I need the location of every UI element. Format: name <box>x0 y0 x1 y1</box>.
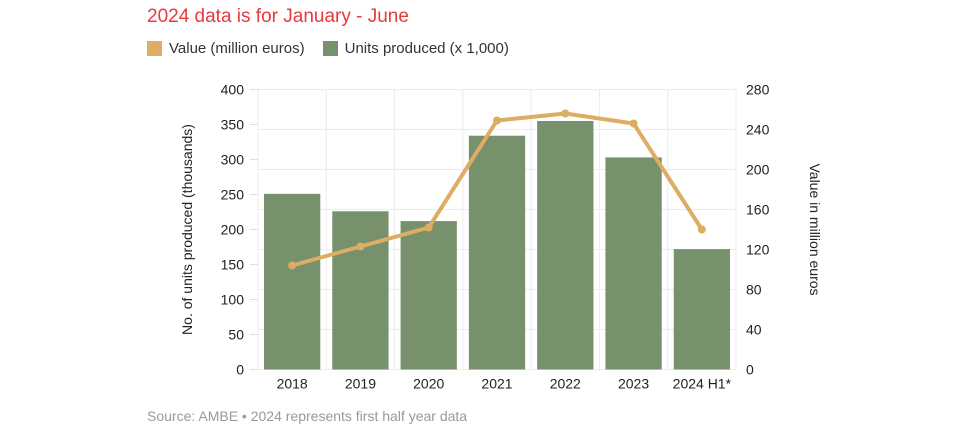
legend-swatch-units <box>322 41 338 56</box>
bar-2022 <box>537 121 594 370</box>
legend-label-units: Units produced (x 1,000) <box>344 40 509 57</box>
y2-tick-label: 200 <box>746 162 770 178</box>
y-axis-label: No. of units produced (thousands) <box>179 124 195 335</box>
y-tick-label: 100 <box>221 292 245 308</box>
bar-2023 <box>605 157 662 370</box>
legend: Value (million euros) Units produced (x … <box>147 40 509 57</box>
y2-tick-label: 0 <box>746 362 754 378</box>
value-point-2024 H1* <box>697 225 706 234</box>
y-tick-label: 400 <box>221 82 245 98</box>
x-tick-label: 2023 <box>618 376 649 392</box>
value-point-2020 <box>424 223 433 232</box>
bar-2021 <box>468 135 526 370</box>
y2-tick-label: 160 <box>746 202 770 218</box>
y2-tick-label: 240 <box>746 122 770 138</box>
value-point-2021 <box>493 116 501 125</box>
bar-2018 <box>264 193 321 370</box>
legend-item-value: Value (million euros) <box>147 40 305 57</box>
value-point-2018 <box>288 261 297 270</box>
value-point-2019 <box>356 242 365 251</box>
y2-tick-label: 40 <box>746 322 762 338</box>
x-tick-label: 2022 <box>550 376 581 392</box>
x-tick-label: 2019 <box>345 376 376 392</box>
legend-item-units: Units produced (x 1,000) <box>322 40 509 57</box>
y2-tick-label: 80 <box>746 282 762 298</box>
legend-label-value: Value (million euros) <box>169 40 305 57</box>
x-tick-label: 2020 <box>413 376 444 392</box>
x-tick-label: 2024 H1* <box>673 376 732 392</box>
x-tick-label: 2018 <box>277 376 308 392</box>
bar-2019 <box>332 211 389 370</box>
bar-2020 <box>400 221 457 370</box>
y-tick-label: 150 <box>221 257 245 273</box>
bar-2024 H1* <box>673 249 730 370</box>
y-tick-label: 300 <box>221 152 245 168</box>
legend-swatch-value <box>147 41 162 56</box>
value-point-2022 <box>561 109 570 118</box>
y2-tick-label: 280 <box>746 82 770 98</box>
x-tick-label: 2021 <box>481 376 512 392</box>
y-tick-label: 200 <box>221 222 245 238</box>
y-tick-label: 0 <box>236 362 244 378</box>
y-tick-label: 50 <box>228 327 244 343</box>
y-tick-label: 250 <box>221 187 245 203</box>
value-point-2023 <box>629 119 638 128</box>
source-note: Source: AMBE • 2024 represents first hal… <box>147 408 468 424</box>
y2-tick-label: 120 <box>746 242 770 258</box>
y-tick-label: 350 <box>221 117 245 133</box>
chart-subtitle: 2024 data is for January - June <box>147 6 409 27</box>
y2-axis-label: Value in million euros <box>807 163 823 295</box>
